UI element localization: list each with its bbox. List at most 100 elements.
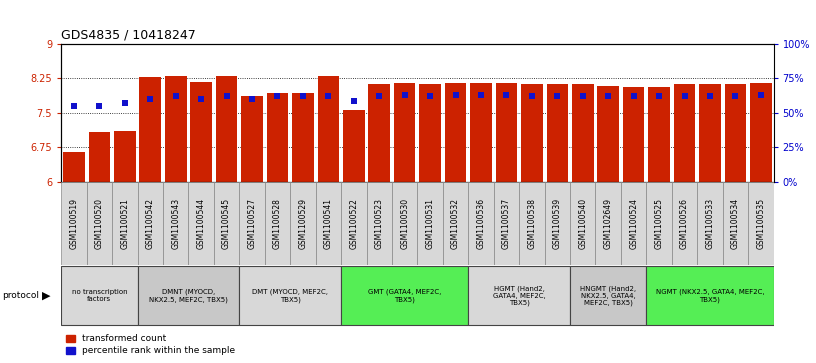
Point: [526, 93, 539, 99]
Bar: [748, 182, 774, 265]
Point: [118, 100, 131, 106]
Bar: [341, 266, 468, 326]
Bar: [215, 76, 237, 182]
Text: GSM1100541: GSM1100541: [324, 198, 333, 249]
Point: [246, 96, 259, 102]
Text: ▶: ▶: [42, 291, 51, 301]
Bar: [725, 84, 746, 182]
Bar: [112, 182, 138, 265]
Point: [68, 103, 81, 109]
Point: [500, 92, 513, 98]
Legend: transformed count, percentile rank within the sample: transformed count, percentile rank withi…: [66, 334, 235, 355]
Bar: [63, 152, 85, 182]
Bar: [138, 182, 163, 265]
Bar: [697, 182, 723, 265]
Point: [678, 93, 691, 99]
Point: [449, 92, 462, 98]
Point: [601, 93, 614, 99]
Point: [754, 92, 767, 98]
Bar: [470, 83, 492, 182]
Text: GSM1100542: GSM1100542: [146, 198, 155, 249]
Point: [653, 93, 666, 99]
Text: GSM1100528: GSM1100528: [273, 198, 282, 249]
Point: [703, 93, 716, 99]
Text: GSM1100529: GSM1100529: [299, 198, 308, 249]
Bar: [648, 87, 670, 182]
Text: DMT (MYOCD, MEF2C,
TBX5): DMT (MYOCD, MEF2C, TBX5): [252, 289, 328, 303]
Point: [373, 93, 386, 99]
Bar: [316, 182, 341, 265]
Bar: [138, 266, 239, 326]
Bar: [445, 83, 467, 182]
Text: GSM1100524: GSM1100524: [629, 198, 638, 249]
Text: GSM1100527: GSM1100527: [247, 198, 256, 249]
Point: [296, 93, 309, 99]
Bar: [239, 266, 341, 326]
Text: GSM1100540: GSM1100540: [579, 198, 588, 249]
Text: no transcription
factors: no transcription factors: [72, 289, 127, 302]
Point: [169, 93, 182, 99]
Text: HNGMT (Hand2,
NKX2.5, GATA4,
MEF2C, TBX5): HNGMT (Hand2, NKX2.5, GATA4, MEF2C, TBX5…: [580, 285, 636, 306]
Bar: [290, 182, 316, 265]
Bar: [672, 182, 697, 265]
Text: GSM1100523: GSM1100523: [375, 198, 384, 249]
Text: GSM1100539: GSM1100539: [552, 198, 561, 249]
Bar: [86, 182, 112, 265]
Text: GMT (GATA4, MEF2C,
TBX5): GMT (GATA4, MEF2C, TBX5): [368, 289, 441, 303]
Bar: [366, 182, 392, 265]
Bar: [544, 182, 570, 265]
Bar: [674, 84, 695, 182]
Bar: [188, 182, 214, 265]
Bar: [368, 84, 390, 182]
Bar: [547, 84, 568, 182]
Bar: [750, 83, 772, 182]
Point: [424, 93, 437, 99]
Bar: [443, 182, 468, 265]
Bar: [419, 84, 441, 182]
Bar: [570, 266, 646, 326]
Text: GSM1100519: GSM1100519: [69, 198, 78, 249]
Bar: [242, 95, 263, 182]
Bar: [521, 84, 543, 182]
Text: protocol: protocol: [2, 291, 38, 300]
Bar: [723, 182, 748, 265]
Bar: [239, 182, 264, 265]
Bar: [61, 182, 86, 265]
Text: GSM1100531: GSM1100531: [426, 198, 435, 249]
Point: [398, 92, 411, 98]
Bar: [519, 182, 544, 265]
Text: GSM1102649: GSM1102649: [604, 198, 613, 249]
Bar: [494, 182, 519, 265]
Text: GSM1100545: GSM1100545: [222, 198, 231, 249]
Bar: [646, 182, 672, 265]
Bar: [468, 266, 570, 326]
Bar: [165, 76, 187, 182]
Text: GDS4835 / 10418247: GDS4835 / 10418247: [61, 28, 196, 41]
Text: DMNT (MYOCD,
NKX2.5, MEF2C, TBX5): DMNT (MYOCD, NKX2.5, MEF2C, TBX5): [149, 289, 228, 303]
Bar: [646, 266, 774, 326]
Bar: [343, 110, 365, 182]
Point: [93, 103, 106, 109]
Bar: [417, 182, 443, 265]
Point: [551, 93, 564, 99]
Text: GSM1100538: GSM1100538: [527, 198, 536, 249]
Text: GSM1100544: GSM1100544: [197, 198, 206, 249]
Text: GSM1100525: GSM1100525: [654, 198, 663, 249]
Text: NGMT (NKX2.5, GATA4, MEF2C,
TBX5): NGMT (NKX2.5, GATA4, MEF2C, TBX5): [655, 289, 765, 303]
Bar: [623, 87, 645, 182]
Point: [628, 93, 641, 99]
Bar: [163, 182, 188, 265]
Bar: [597, 86, 619, 182]
Text: GSM1100533: GSM1100533: [706, 198, 715, 249]
Bar: [89, 132, 110, 182]
Text: GSM1100532: GSM1100532: [451, 198, 460, 249]
Bar: [341, 182, 366, 265]
Text: GSM1100520: GSM1100520: [95, 198, 104, 249]
Bar: [392, 182, 417, 265]
Text: GSM1100522: GSM1100522: [349, 198, 358, 249]
Bar: [394, 83, 415, 182]
Point: [144, 96, 157, 102]
Text: GSM1100521: GSM1100521: [120, 198, 129, 249]
Bar: [114, 131, 135, 182]
Bar: [570, 182, 596, 265]
